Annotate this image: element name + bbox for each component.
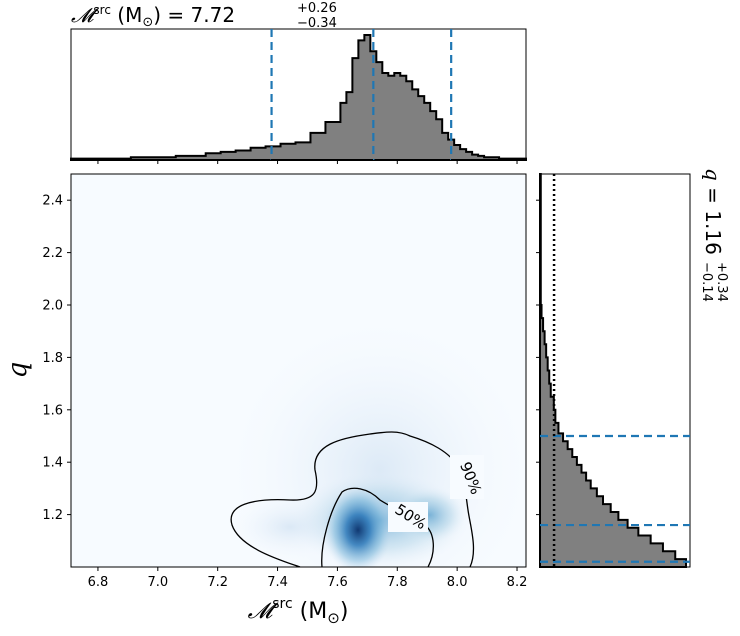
marginal-right-title-minus: −0.14 [699,262,714,302]
svg-text:q = 1.16: q = 1.16 [701,168,725,255]
joint-xtick-label-7: 8.2 [507,575,528,590]
contour-50 [321,487,434,567]
joint-ytick-label-1: 1.4 [42,456,63,471]
contour-90-label-gap [450,455,484,499]
joint-xtick-label-3: 7.4 [267,575,288,590]
joint-xtick-label-2: 7.2 [207,575,228,590]
joint-xlabel: 𝓜src (M⊙) [248,596,349,627]
joint-xtick-label-1: 7.0 [147,575,168,590]
joint-frame [70,173,527,568]
joint-xticks: 6.8 7.0 7.2 7.4 7.6 7.8 8.0 8.2 [88,567,528,590]
marginal-top-title: 𝓜src (M⊙) = 7.72 [71,3,235,30]
marginal-top-title-minus: −0.34 [297,16,337,31]
joint-ytick-label-2: 1.6 [42,403,63,418]
marginal-right-histogram [539,173,687,568]
contour-50-label-gap [388,502,428,532]
joint-ytick-label-5: 2.2 [42,246,63,261]
joint-panel: 90% 50% 6.8 7.0 7.2 7.4 7.6 7.8 8.0 8.2 1.21.41… [42,173,528,590]
joint-xtick-label-6: 8.0 [447,575,468,590]
joint-xtick-label-0: 6.8 [88,575,109,590]
marginal-right-title-plus: +0.34 [714,262,729,302]
joint-ytick-label-0: 1.2 [42,508,63,523]
marginal-right-title: q = 1.16 +0.34 −0.14 [699,168,729,302]
joint-xtick-label-4: 7.6 [327,575,348,590]
marginal-right-yticks [536,199,540,516]
joint-ylabel: q [3,362,33,379]
marginal-top-title-plus: +0.26 [297,1,337,16]
joint-yticks: 1.2 1.4 1.6 1.8 2.0 2.2 2.4 [42,194,71,523]
marginal-top-histogram [70,34,527,161]
marginal-top-quantiles [270,29,453,160]
joint-xtick-label-5: 7.8 [387,575,408,590]
joint-ytick-label-6: 2.4 [42,194,63,209]
marginal-top-xticks [97,160,518,164]
marginal-right-panel [536,173,691,568]
joint-density [230,320,526,567]
joint-ytick-label-4: 2.0 [42,299,63,314]
density-peak [324,486,392,567]
marginal-top-panel [70,28,527,164]
marginal-right-quantiles [540,434,690,563]
joint-ytick-label-3: 1.8 [42,351,63,366]
marginal-top-frame [70,28,527,161]
